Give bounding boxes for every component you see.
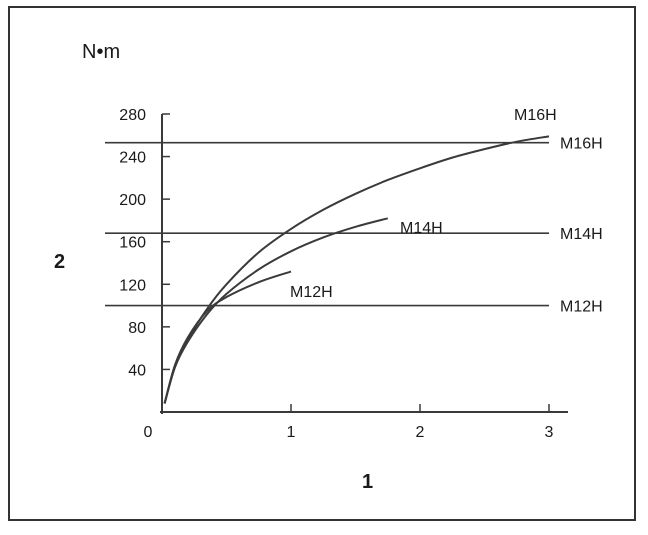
series-labels: M16H M14H M12H M16H M14H M12H [290,107,603,316]
x-tick-label: 1 [287,424,296,441]
chart-frame: N•m 2 1 40 80 120 160 200 240 280 0 1 2 3 M16H M14H… [8,6,636,521]
curve-m14h [163,217,389,404]
x-tick-label: 2 [416,424,425,441]
x-axis-title: 1 [362,471,373,493]
limit-lines [105,141,549,307]
x-tick-label: 0 [144,424,153,441]
unit-label: N•m [82,41,120,63]
curve-label-m12h: M12H [290,284,333,301]
limit-label-m14h: M14H [560,226,603,243]
axes: 40 80 120 160 200 240 280 0 1 2 3 [119,107,568,441]
y-tick-label: 40 [128,362,146,379]
curve-label-m16h: M16H [514,107,557,124]
y-tick-label: 160 [119,235,146,252]
x-tick-label: 3 [545,424,554,441]
y-tick-label: 200 [119,192,146,209]
curve-m12h [163,270,292,404]
y-axis-title: 2 [54,251,65,273]
torque-curves [163,135,550,404]
y-tick-label: 240 [119,150,146,167]
torque-chart: N•m 2 1 40 80 120 160 200 240 280 0 1 2 3 M16H M14H… [54,41,603,493]
curve-label-m14h: M14H [400,220,443,237]
y-tick-label: 120 [119,277,146,294]
curve-m16h [163,135,550,404]
y-tick-label: 280 [119,107,146,124]
limit-label-m12h: M12H [560,299,603,316]
limit-label-m16h: M16H [560,136,603,153]
y-tick-label: 80 [128,320,146,337]
